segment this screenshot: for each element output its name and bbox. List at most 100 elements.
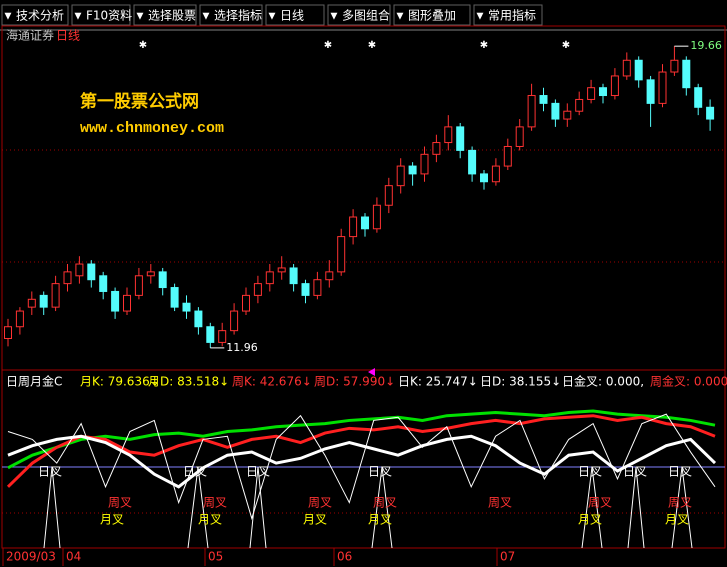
toolbar-label[interactable]: 常用指标 (488, 8, 536, 23)
candle-body (491, 165, 500, 183)
toolbar-label[interactable]: 技术分析 (16, 9, 64, 23)
candle-body (325, 271, 334, 281)
candle-body (170, 287, 179, 308)
toolbar-button[interactable] (393, 4, 471, 26)
candle-body (468, 149, 477, 175)
cross-label: 周叉 (308, 496, 332, 510)
dropdown-arrow: ▼ (203, 12, 210, 22)
candle-body (123, 294, 131, 312)
time-label: 04 (66, 550, 81, 564)
indicator-line (6, 414, 716, 488)
cross-label: 月叉 (368, 513, 392, 527)
indicator-readout: 周K: 42.676↓ (232, 375, 312, 389)
indicator-readout: 日D: 38.155↓ (480, 375, 561, 389)
cross-label: 周叉 (203, 496, 227, 510)
candle-body (563, 110, 572, 120)
toolbar-button[interactable] (71, 4, 131, 26)
candle-body (539, 95, 548, 104)
candle-body (111, 290, 120, 312)
candle-body (75, 263, 84, 277)
indicator-readout: 月K: 79.636↓ (80, 375, 160, 389)
cross-label: 日叉 (623, 465, 647, 479)
toolbar-button[interactable] (1, 4, 69, 26)
cross-label: 日叉 (246, 465, 270, 479)
candle-body (372, 204, 381, 230)
watermark-url: www.chnmoney.com (80, 120, 224, 137)
star: ✱ (139, 40, 147, 51)
indicator-readout: 日金叉: 0.000, (562, 374, 644, 389)
candle-body (182, 302, 191, 312)
candle-body (194, 310, 203, 328)
candle-body (515, 126, 524, 147)
cross-label: 月叉 (303, 513, 327, 527)
cross-label: 周叉 (488, 496, 512, 510)
dropdown-arrow: ▼ (477, 12, 484, 22)
toolbar-button[interactable] (265, 4, 325, 26)
candle-body (420, 153, 429, 175)
candle-body (337, 236, 346, 273)
candle-body (396, 165, 405, 187)
candle-body (456, 126, 465, 151)
cross-label: 日叉 (578, 465, 602, 479)
candle-body (622, 59, 631, 77)
candle-body (313, 279, 322, 296)
toolbar-label[interactable]: 多图组合 (342, 8, 390, 23)
cross-label: 月叉 (665, 513, 689, 527)
candle-body (694, 87, 703, 108)
cross-label: 月叉 (198, 513, 222, 527)
candle-body (63, 271, 72, 285)
candle-body (253, 283, 262, 296)
cross-label: 日叉 (368, 465, 392, 479)
stock-name: 海通证券 (6, 28, 54, 43)
toolbar-button[interactable] (327, 4, 391, 26)
cross-label: 周叉 (588, 496, 612, 510)
signal-stars: ✱ ✱ ✱ ✱ ✱ (139, 40, 570, 51)
marker (368, 368, 375, 376)
toolbar-label[interactable]: 图形叠加 (408, 9, 456, 23)
candle-body (527, 95, 536, 128)
candle-body (658, 71, 667, 104)
cross-label: 周叉 (108, 496, 132, 510)
candle-body (575, 98, 584, 112)
candle-body (230, 310, 239, 332)
candle-body (242, 294, 250, 312)
candle-body (432, 142, 441, 155)
toolbar-button[interactable] (133, 4, 197, 26)
toolbar-label[interactable]: F10资料 (86, 9, 132, 23)
candle-body (301, 283, 310, 296)
indicator-readout: 周金叉: 0.000 (650, 374, 727, 389)
cross-spikes (43, 466, 693, 549)
candle-body (87, 263, 96, 281)
candle-body (444, 126, 453, 144)
cross-label: 月叉 (578, 513, 602, 527)
time-label: 06 (337, 550, 352, 564)
candle-body (277, 267, 286, 273)
spike (581, 466, 603, 549)
candle-body (408, 165, 417, 175)
dropdown-arrow: ▼ (269, 12, 276, 22)
indicator-line (7, 409, 716, 470)
candle-body (646, 79, 655, 104)
candle-body (587, 87, 596, 100)
toolbar-button[interactable] (473, 4, 543, 26)
toolbar-label[interactable]: 选择指标 (214, 8, 262, 23)
candle-body (349, 216, 358, 238)
candle-body (610, 75, 619, 97)
candle-body (384, 185, 393, 206)
candle-body (158, 271, 167, 289)
candle-body (218, 330, 227, 343)
toolbar-label[interactable]: 选择股票 (148, 9, 196, 23)
candle-body (682, 59, 691, 89)
high-label: 19.66 (690, 39, 722, 52)
indicator-readout: 周D: 57.990↓ (314, 375, 395, 389)
star: ✱ (324, 40, 332, 51)
candle-body (51, 283, 60, 308)
candle-body (206, 326, 215, 343)
time-label: 2009/03 (6, 550, 56, 564)
toolbar-label[interactable]: 日线 (280, 9, 304, 23)
cross-label: 日叉 (183, 465, 207, 479)
dropdown-arrow: ▼ (331, 12, 338, 22)
toolbar-button[interactable] (199, 4, 263, 26)
